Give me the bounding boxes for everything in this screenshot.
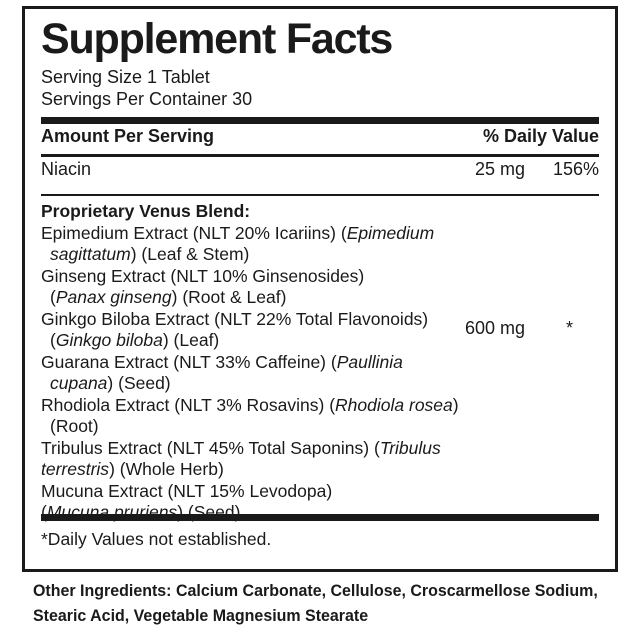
amount-per-serving-header: Amount Per Serving <box>41 126 215 146</box>
nutrient-dv-niacin: 156% <box>552 159 599 179</box>
page-title: Supplement Facts <box>41 15 393 63</box>
serving-info: Serving Size 1 Tablet Servings Per Conta… <box>41 66 599 110</box>
blend-amount: 600 mg <box>464 318 525 338</box>
blend-ingredient-line: (Root) <box>50 416 99 436</box>
other-ingredients: Other Ingredients: Calcium Carbonate, Ce… <box>33 578 598 628</box>
blend-heading: Proprietary Venus Blend: <box>41 201 251 221</box>
supplement-facts-box: Supplement Facts Serving Size 1 Tablet S… <box>22 6 618 572</box>
other-ingredients-line-2: Stearic Acid, Vegetable Magnesium Steara… <box>33 606 369 625</box>
daily-value-header: % Daily Value <box>482 126 599 146</box>
botanical-name: Ginkgo biloba <box>55 330 163 350</box>
table-header-row: Amount Per Serving % Daily Value <box>41 124 599 154</box>
divider-thick-footnote <box>41 514 599 521</box>
blend-ingredient-line: cupana) (Seed) <box>50 373 171 393</box>
serving-size: Serving Size 1 Tablet <box>41 67 210 87</box>
blend-daily-value: * <box>565 318 573 338</box>
blend-ingredient-line: (Ginkgo biloba) (Leaf) <box>50 330 220 350</box>
nutrient-name-niacin: Niacin <box>41 159 92 179</box>
botanical-name: terrestris <box>41 459 110 479</box>
proprietary-blend-block: Proprietary Venus Blend: Epimedium Extrac… <box>41 196 599 522</box>
botanical-name: Tribulus <box>379 437 441 458</box>
blend-ingredient-line: (Mucuna pruriens) (Seed) <box>41 502 241 522</box>
nutrient-amount-niacin: 25 mg <box>474 159 525 179</box>
blend-ingredient-line: Mucuna Extract (NLT 15% Levodopa) <box>41 480 333 501</box>
blend-ingredient-line: Epimedium Extract (NLT 20% Icariins) (Ep… <box>41 222 435 243</box>
blend-ingredient-line: (Panax ginseng) (Root & Leaf) <box>50 287 287 307</box>
blend-ingredient-line: Tribulus Extract (NLT 45% Total Saponins… <box>41 437 441 458</box>
botanical-name: Panax ginseng <box>55 287 172 307</box>
blend-ingredient-line: sagittatum) (Leaf & Stem) <box>50 244 250 264</box>
servings-per-container: Servings Per Container 30 <box>41 89 253 109</box>
blend-ingredient-line: terrestris) (Whole Herb) <box>41 459 224 479</box>
botanical-name: sagittatum <box>50 244 131 264</box>
botanical-name: Mucuna pruriens <box>46 502 178 522</box>
botanical-name: Rhodiola rosea <box>335 394 453 415</box>
blend-ingredient-line: Ginkgo Biloba Extract (NLT 22% Total Fla… <box>41 308 429 329</box>
table-row: Niacin 25 mg 156% <box>41 157 599 194</box>
divider-medium-header <box>41 154 599 157</box>
divider-thin-niacin <box>41 194 599 196</box>
blend-ingredient-line: Guarana Extract (NLT 33% Caffeine) (Paul… <box>41 351 403 372</box>
blend-ingredient-line: Rhodiola Extract (NLT 3% Rosavins) (Rhod… <box>41 394 459 415</box>
blend-ingredient-list: Proprietary Venus Blend: Epimedium Extrac… <box>41 201 461 524</box>
botanical-name: cupana <box>50 373 108 393</box>
botanical-name: Paullinia <box>336 351 403 372</box>
footnote-daily-values: *Daily Values not established. <box>41 529 272 549</box>
botanical-name: Epimedium <box>346 222 435 243</box>
blend-ingredient-line: Ginseng Extract (NLT 10% Ginsenosides) <box>41 265 365 286</box>
divider-thick-top <box>41 117 599 124</box>
other-ingredients-line-1: Other Ingredients: Calcium Carbonate, Ce… <box>33 581 598 600</box>
